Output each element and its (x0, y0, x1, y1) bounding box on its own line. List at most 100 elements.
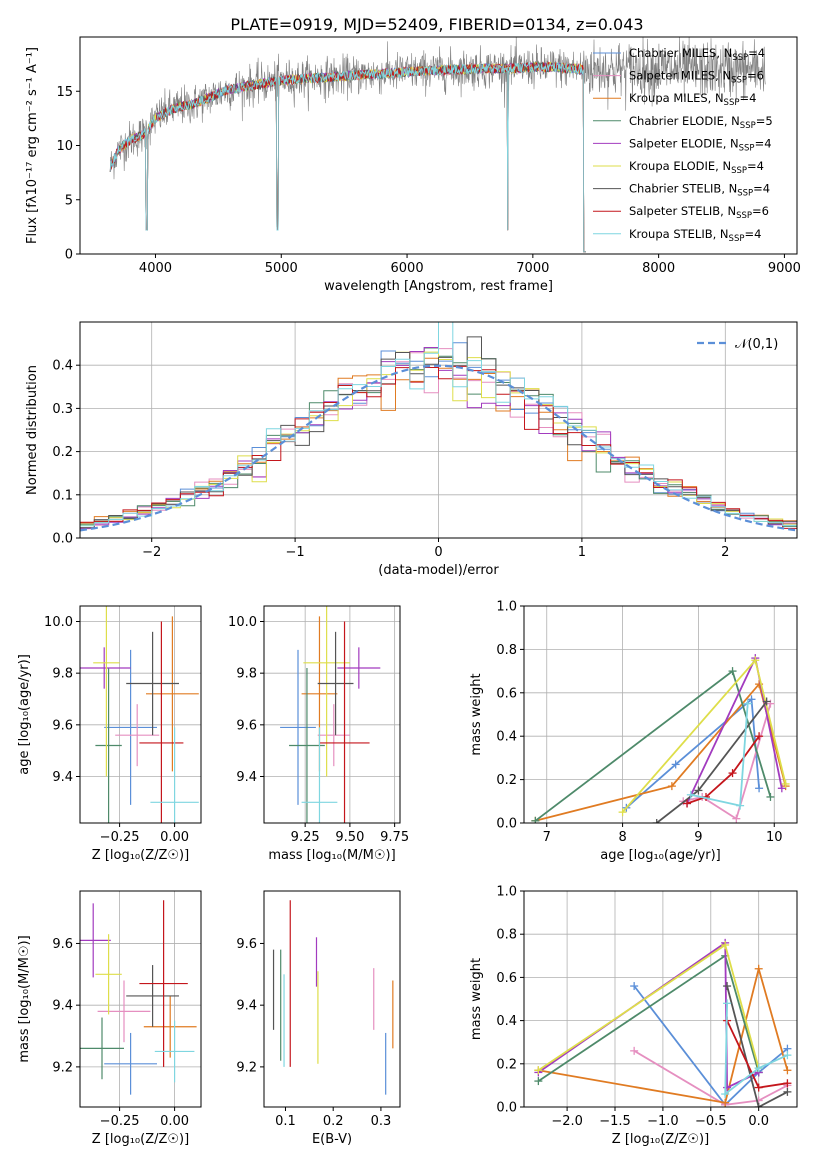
age_vs_Z-frame (79, 605, 202, 824)
series-line-kroupa-miles (538, 965, 789, 1104)
mass_weight_vs_age-axes: 7 8 9 10 0.0 0.2 0.4 0.6 0.8 1.0 age [log₁₀(age/yr… (469, 600, 798, 863)
age_vs_mass-plot-area (280, 606, 381, 823)
series-marker (683, 799, 692, 808)
series-marker (783, 1079, 792, 1088)
series-marker (671, 760, 680, 769)
series-marker (652, 819, 661, 823)
x-tick-label: 0.00 (160, 830, 189, 845)
series-marker (723, 999, 732, 1008)
y-tick-label: 0.6 (496, 686, 517, 701)
series-marker (781, 779, 790, 788)
mass_vs_ebv-axes: 0.1 0.2 0.3 9.2 9.4 9.6 E(B-V) (236, 890, 401, 1147)
series-marker (755, 784, 764, 793)
y-tick-label: 10 (56, 139, 73, 154)
y-axis-label: Normed distribution (25, 365, 40, 495)
y-axis-label: mass weight (469, 958, 484, 1040)
y-tick-label: 10.0 (228, 615, 257, 630)
y-tick-label: 9.4 (52, 999, 73, 1014)
errorbar-point (280, 649, 316, 805)
x-axis-label: Z [log₁₀(Z/Z☉)] (92, 848, 189, 863)
series-marker (754, 964, 763, 973)
x-axis-label: Z [log₁₀(Z/Z☉)] (612, 1132, 709, 1147)
y-tick-label: 9.8 (236, 667, 257, 682)
spectrum-plot-area (109, 37, 766, 253)
residuals-axes: −2 −1 0 1 2 0.0 0.1 0.2 0.3 0.4 (data-model)/error… (25, 321, 798, 578)
legend-entry: Salpeter ELODIE, NSSP=4 (629, 136, 772, 153)
series-marker (721, 1098, 730, 1107)
errorbar-point (139, 621, 184, 823)
errorbar-point (126, 631, 179, 736)
series-marker (754, 1103, 763, 1107)
age_vs_mass-frame (263, 605, 401, 824)
residual-histogram-salpeter-stelib (80, 365, 797, 529)
series-marker (534, 1077, 543, 1086)
x-tick-label: 2 (721, 545, 729, 560)
series-marker (736, 801, 745, 810)
residuals-plot-area (80, 322, 797, 532)
mass_weight_vs_Z-frame (523, 890, 798, 1108)
y-tick-label: 9.6 (236, 937, 257, 952)
x-tick-label: 6000 (391, 261, 424, 276)
x-tick-label: 0.2 (323, 1114, 344, 1129)
x-tick-label: 7 (543, 830, 551, 845)
x-tick-label: 9000 (768, 261, 801, 276)
series-marker (762, 697, 771, 706)
legend-entry: Chabrier STELIB, NSSP=4 (629, 182, 770, 199)
errorbar-point (80, 647, 131, 689)
y-tick-label: 9.6 (52, 718, 73, 733)
y-tick-label: 9.4 (52, 770, 73, 785)
errorbar-point (319, 621, 370, 823)
legend-entry: Kroupa STELIB, NSSP=4 (629, 227, 761, 244)
x-tick-label: 1 (578, 545, 586, 560)
x-tick-label: 9.50 (335, 830, 364, 845)
series-marker (728, 667, 737, 676)
normal-distribution-curve (80, 364, 797, 532)
residual-histogram-kroupa-stelib (80, 322, 797, 527)
mass_vs_ebv-frame (263, 890, 401, 1108)
series-marker (777, 784, 786, 793)
legend-entry: Chabrier MILES, NSSP=4 (629, 46, 765, 63)
series-line-salpeter-miles (683, 703, 772, 821)
y-tick-label: 9.4 (236, 770, 257, 785)
series-marker (783, 1087, 792, 1096)
series-line-salpeter-miles (633, 1050, 788, 1106)
legend-entry: Salpeter STELIB, NSSP=6 (629, 204, 769, 221)
x-tick-label: −2.0 (551, 1114, 583, 1129)
series-marker (721, 1090, 730, 1099)
y-tick-label: 0.0 (496, 817, 517, 832)
x-tick-label: 9.25 (291, 830, 320, 845)
errorbar-point (80, 903, 111, 978)
series-marker (686, 790, 695, 799)
x-tick-label: 9.75 (380, 830, 409, 845)
errorbar-point (301, 727, 338, 823)
y-axis-label: Flux [fλ10⁻¹⁷ erg cm⁻² s⁻¹ A⁻¹] (25, 47, 40, 244)
x-tick-label: −0.5 (695, 1114, 727, 1129)
series-marker (754, 1064, 763, 1073)
x-tick-label: −0.25 (100, 1114, 140, 1129)
series-line-kroupa-miles (535, 682, 787, 822)
x-axis-label: Z [log₁₀(Z/Z☉)] (92, 1132, 189, 1147)
series-marker (766, 792, 775, 801)
series-marker (694, 786, 703, 795)
series-line-chabrier-miles (633, 985, 788, 1107)
y-tick-label: 0.2 (496, 1057, 517, 1072)
residual-histogram-chabrier-stelib (80, 336, 797, 529)
series-marker (630, 1046, 639, 1055)
y-tick-label: 0.2 (52, 445, 73, 460)
x-axis-label: mass [log₁₀(M/M☉)] (268, 848, 395, 863)
y-tick-label: 0.6 (496, 971, 517, 986)
series-line-salpeter-stelib (726, 1020, 788, 1089)
errorbar-point (115, 704, 160, 767)
series-marker (723, 1083, 732, 1092)
errorbar-point (95, 934, 122, 1015)
y-axis-label: mass weight (469, 673, 484, 755)
y-tick-label: 15 (56, 85, 73, 100)
y-tick-label: 5 (65, 193, 73, 208)
y-tick-label: 0.0 (496, 1101, 517, 1116)
mass_weight_vs_Z-plot-area (534, 938, 792, 1107)
y-tick-label: 1.0 (496, 885, 517, 900)
y-tick-label: 9.8 (52, 667, 73, 682)
errorbar-point (97, 980, 151, 1043)
x-tick-label: −1.5 (599, 1114, 631, 1129)
age_vs_Z-axes: −0.25 0.00 9.4 9.6 9.8 10.0 Z [log₁₀(Z/Z☉)] age… (17, 605, 202, 863)
